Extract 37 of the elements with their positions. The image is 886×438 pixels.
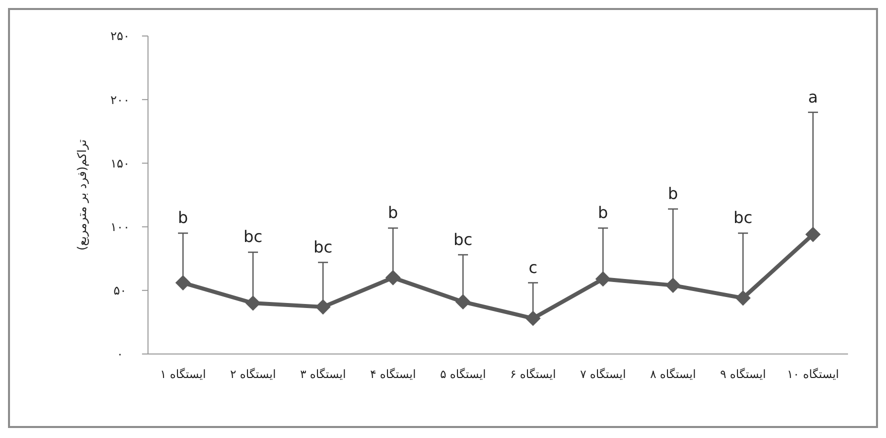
point xyxy=(525,310,541,326)
x-tick-label: ایستگاه ۱۰ xyxy=(786,367,840,381)
point xyxy=(665,278,681,293)
y-tick-label: ۱۵۰ xyxy=(110,156,130,170)
point xyxy=(385,270,401,286)
x-tick-label: ایستگاه ۲ xyxy=(230,367,276,381)
annotation: b xyxy=(598,203,608,222)
y-axis-title: تراکم(فرد بر مترمربع) xyxy=(75,139,89,251)
x-tick-label: ایستگاه ۸ xyxy=(650,367,696,381)
point xyxy=(315,299,331,315)
point xyxy=(175,275,191,290)
annotation: b xyxy=(178,208,188,228)
annotation: bc xyxy=(314,237,332,256)
point xyxy=(245,295,261,311)
y-tick-label: ۲۰۰ xyxy=(110,92,130,107)
y-tick-label: ۱۰۰ xyxy=(110,220,130,234)
annotation: c xyxy=(528,258,538,277)
annotation: bc xyxy=(454,230,472,249)
y-tick-label: ۲۵۰ xyxy=(110,29,130,44)
x-tick-label: ایستگاه ۹ xyxy=(720,367,766,381)
annotation: a xyxy=(808,87,818,106)
y-tick-label: ۰ xyxy=(116,347,124,362)
annotation: bc xyxy=(734,208,752,228)
x-tick-label: ایستگاه ۷ xyxy=(580,367,626,381)
x-tick-label: ایستگاه ۱ xyxy=(160,367,206,381)
x-tick-label: ایستگاه ۳ xyxy=(300,367,346,381)
annotation: b xyxy=(668,184,678,203)
point xyxy=(455,294,471,310)
x-tick-label: ایستگاه ۴ xyxy=(370,367,416,381)
point xyxy=(735,290,751,306)
annotation: b xyxy=(388,203,398,222)
point xyxy=(805,226,821,242)
x-tick-label: ایستگاه ۶ xyxy=(510,367,556,381)
x-tick-label: ایستگاه ۵ xyxy=(440,367,486,381)
y-tick-label: ۵۰ xyxy=(114,284,126,298)
annotation: bc xyxy=(244,227,262,246)
point xyxy=(595,271,611,287)
